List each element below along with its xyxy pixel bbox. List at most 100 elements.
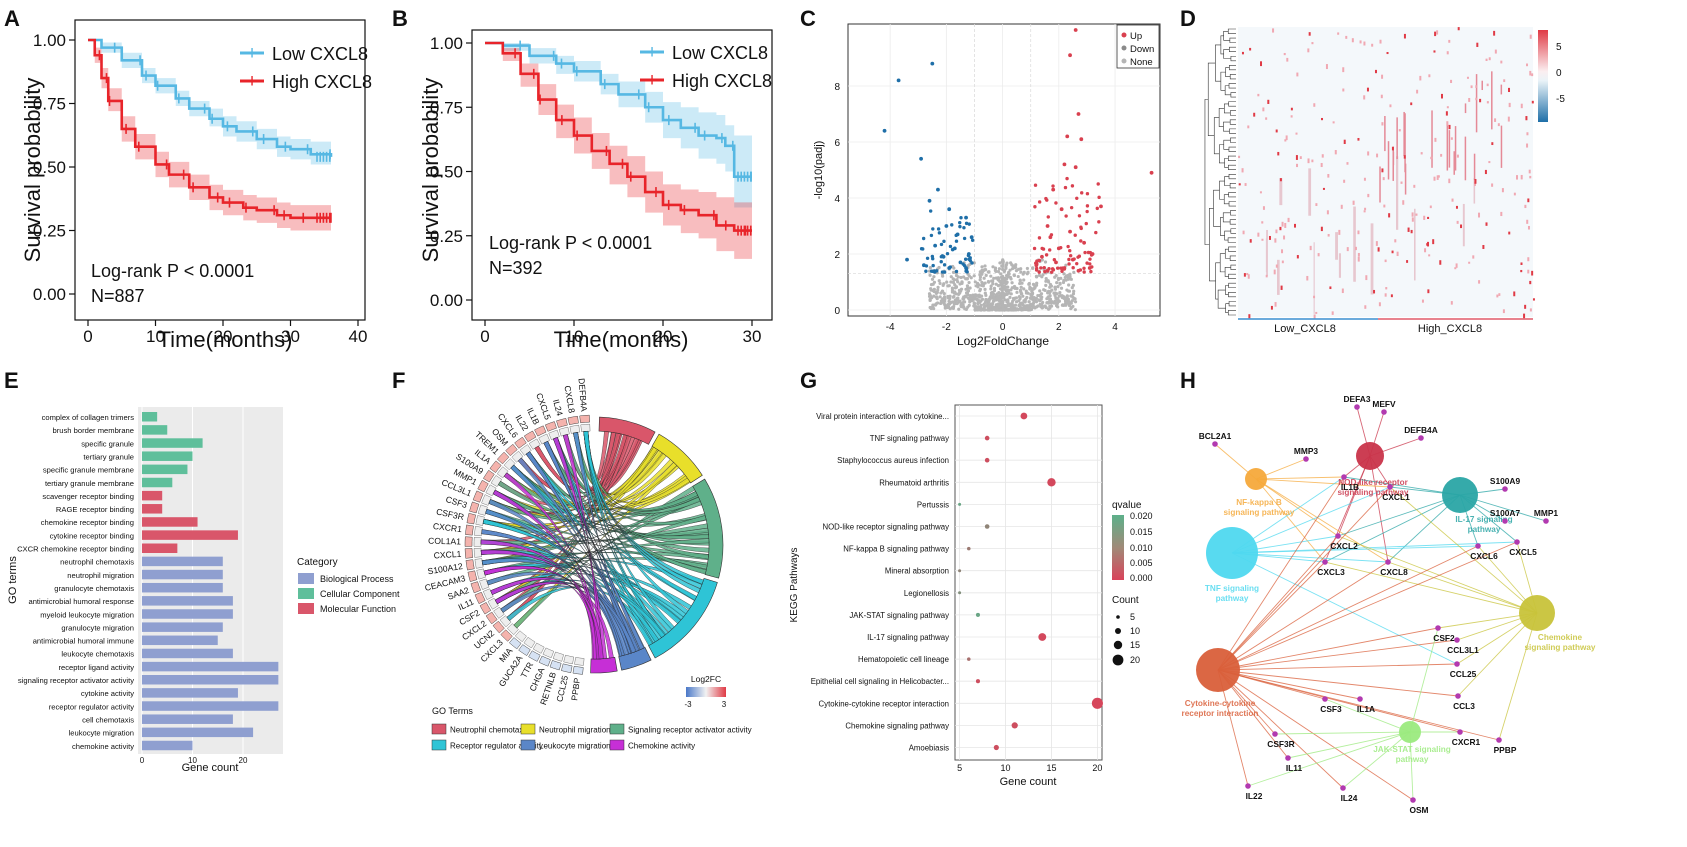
heatmap-cell xyxy=(1364,305,1367,309)
heatmap-cell xyxy=(1456,154,1459,158)
heatmap-cell-block xyxy=(1404,163,1407,195)
heatmap-cell xyxy=(1531,270,1534,276)
up-point xyxy=(1064,214,1068,218)
gene-arc xyxy=(474,558,484,569)
none-point xyxy=(991,294,995,298)
none-point xyxy=(943,297,947,301)
up-point xyxy=(1037,270,1041,274)
go-bar xyxy=(142,714,233,724)
none-point xyxy=(1044,277,1048,281)
dendrogram-branch xyxy=(1228,192,1236,198)
panel-e-legend-mf: Molecular Function xyxy=(320,604,396,614)
heatmap-cell xyxy=(1439,260,1442,265)
none-point xyxy=(928,266,932,270)
heatmap-cell xyxy=(1478,280,1481,284)
heatmap-cell xyxy=(1309,245,1312,251)
panel-g-q-1: 0.015 xyxy=(1130,527,1153,537)
down-point xyxy=(959,216,963,220)
dendrogram-branch xyxy=(1228,155,1236,161)
up-point xyxy=(1059,207,1064,212)
heatmap-cell xyxy=(1287,217,1290,223)
none-point xyxy=(1016,274,1020,279)
down-point xyxy=(931,227,935,231)
none-point xyxy=(1012,266,1016,270)
up-point xyxy=(1046,215,1050,219)
heatmap-cell xyxy=(1500,211,1503,217)
heatmap-cell xyxy=(1306,275,1309,281)
up-point xyxy=(1044,253,1049,257)
up-point xyxy=(1062,162,1067,167)
none-point xyxy=(1006,299,1010,303)
x-tick-label: 5 xyxy=(957,763,962,773)
up-point xyxy=(1034,263,1039,268)
none-point xyxy=(1002,269,1006,274)
none-point xyxy=(978,300,982,304)
heatmap-cell xyxy=(1413,184,1416,188)
gene-arc xyxy=(479,578,490,590)
up-point xyxy=(1077,214,1082,218)
none-point xyxy=(997,277,1001,282)
heatmap-cell xyxy=(1479,98,1482,103)
heatmap-cell xyxy=(1486,101,1489,104)
down-point xyxy=(931,257,935,261)
gene-node xyxy=(1502,518,1508,524)
none-point xyxy=(972,274,976,278)
heatmap-cell xyxy=(1427,216,1430,219)
go-term-label: cytokine receptor binding xyxy=(50,531,134,540)
up-point xyxy=(1090,252,1095,256)
none-point xyxy=(938,281,942,286)
heatmap-cell xyxy=(1275,264,1278,268)
heatmap-cell xyxy=(1451,198,1454,202)
gene-block xyxy=(556,418,568,428)
go-term-label: CXCR chemokine receptor binding xyxy=(17,545,134,554)
gene-arc xyxy=(485,484,497,497)
y-tick-label: 0 xyxy=(834,306,840,317)
gene-node-label: DEFA3 xyxy=(1344,394,1371,404)
dendrogram-branch xyxy=(1215,44,1221,82)
heatmap-cell xyxy=(1270,305,1273,310)
gene-node-label: IL11 xyxy=(1286,763,1303,773)
heatmap-cell xyxy=(1295,155,1298,160)
gene-node xyxy=(1340,785,1346,791)
up-point xyxy=(1041,247,1046,251)
heatmap-cell xyxy=(1460,224,1463,229)
down-point xyxy=(939,242,944,247)
none-point xyxy=(980,265,984,269)
gene-arc xyxy=(514,630,527,643)
x-tick-label: 0 xyxy=(1000,322,1006,333)
heatmap-cell xyxy=(1246,273,1249,276)
y-tick-label: 0.50 xyxy=(33,158,66,177)
heatmap-cell-block xyxy=(1473,177,1476,204)
gene-node-label: MMP3 xyxy=(1294,446,1319,456)
gene-block xyxy=(538,655,551,667)
gene-arc xyxy=(477,504,488,516)
heatmap-cell xyxy=(1423,215,1426,220)
heatmap-cell-block xyxy=(1384,116,1386,152)
none-point xyxy=(1018,281,1022,286)
network-edge xyxy=(1247,731,1411,787)
y-tick-label: 0.00 xyxy=(430,291,463,310)
go-legend-swatch xyxy=(431,739,447,751)
heatmap-cell-block xyxy=(1277,259,1280,295)
x-tick-label: 40 xyxy=(349,327,368,346)
gene-arc xyxy=(523,636,536,649)
none-point xyxy=(1009,261,1013,265)
heatmap-cell-block xyxy=(1431,110,1433,168)
chord-link xyxy=(481,529,630,656)
heatmap-cell xyxy=(1527,269,1530,274)
down-point xyxy=(936,187,940,192)
heatmap-cell xyxy=(1286,57,1289,62)
heatmap-cell xyxy=(1262,107,1265,112)
go-term-label: granulocyte migration xyxy=(61,623,134,632)
none-point xyxy=(1007,303,1011,308)
network-edge xyxy=(1217,561,1326,671)
dendrogram-branch xyxy=(1229,128,1236,134)
heatmap-cell xyxy=(1376,153,1379,158)
gene-node-label: CXCL2 xyxy=(1330,541,1358,551)
heatmap-cell xyxy=(1315,203,1318,207)
dendrogram-branch xyxy=(1227,237,1236,243)
none-point xyxy=(961,297,965,301)
heatmap-cell xyxy=(1366,87,1369,92)
heatmap-cell xyxy=(1446,106,1449,109)
heatmap-cell xyxy=(1485,58,1488,61)
